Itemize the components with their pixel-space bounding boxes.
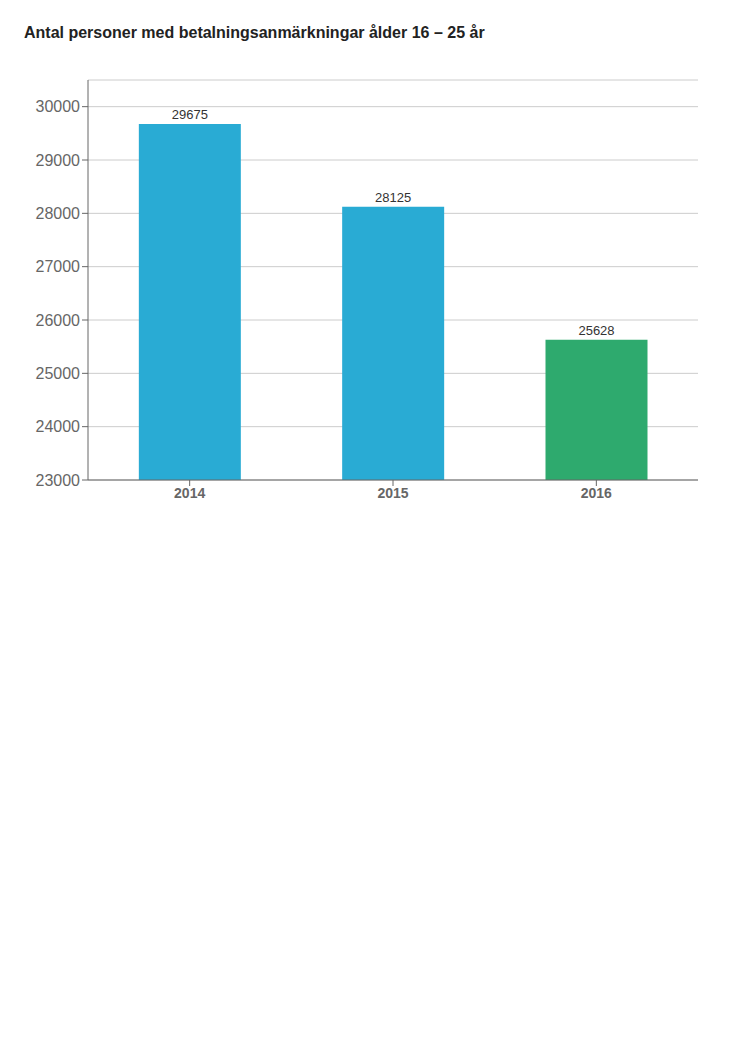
svg-text:23000: 23000	[36, 472, 81, 489]
svg-text:2016: 2016	[581, 485, 612, 501]
svg-text:28000: 28000	[36, 205, 81, 222]
svg-text:30000: 30000	[36, 98, 81, 115]
svg-text:26000: 26000	[36, 312, 81, 329]
svg-text:2015: 2015	[377, 485, 408, 501]
svg-text:29675: 29675	[172, 107, 208, 122]
svg-text:24000: 24000	[36, 418, 81, 435]
svg-text:2014: 2014	[174, 485, 205, 501]
html-text:Antal personer med betalningsa: Antal personer med betalningsanmärkninga…	[24, 24, 485, 41]
svg-text:25628: 25628	[578, 323, 614, 338]
svg-text:27000: 27000	[36, 258, 81, 275]
svg-text:29000: 29000	[36, 152, 81, 169]
svg-text:25000: 25000	[36, 365, 81, 382]
svg-text:28125: 28125	[375, 190, 411, 205]
